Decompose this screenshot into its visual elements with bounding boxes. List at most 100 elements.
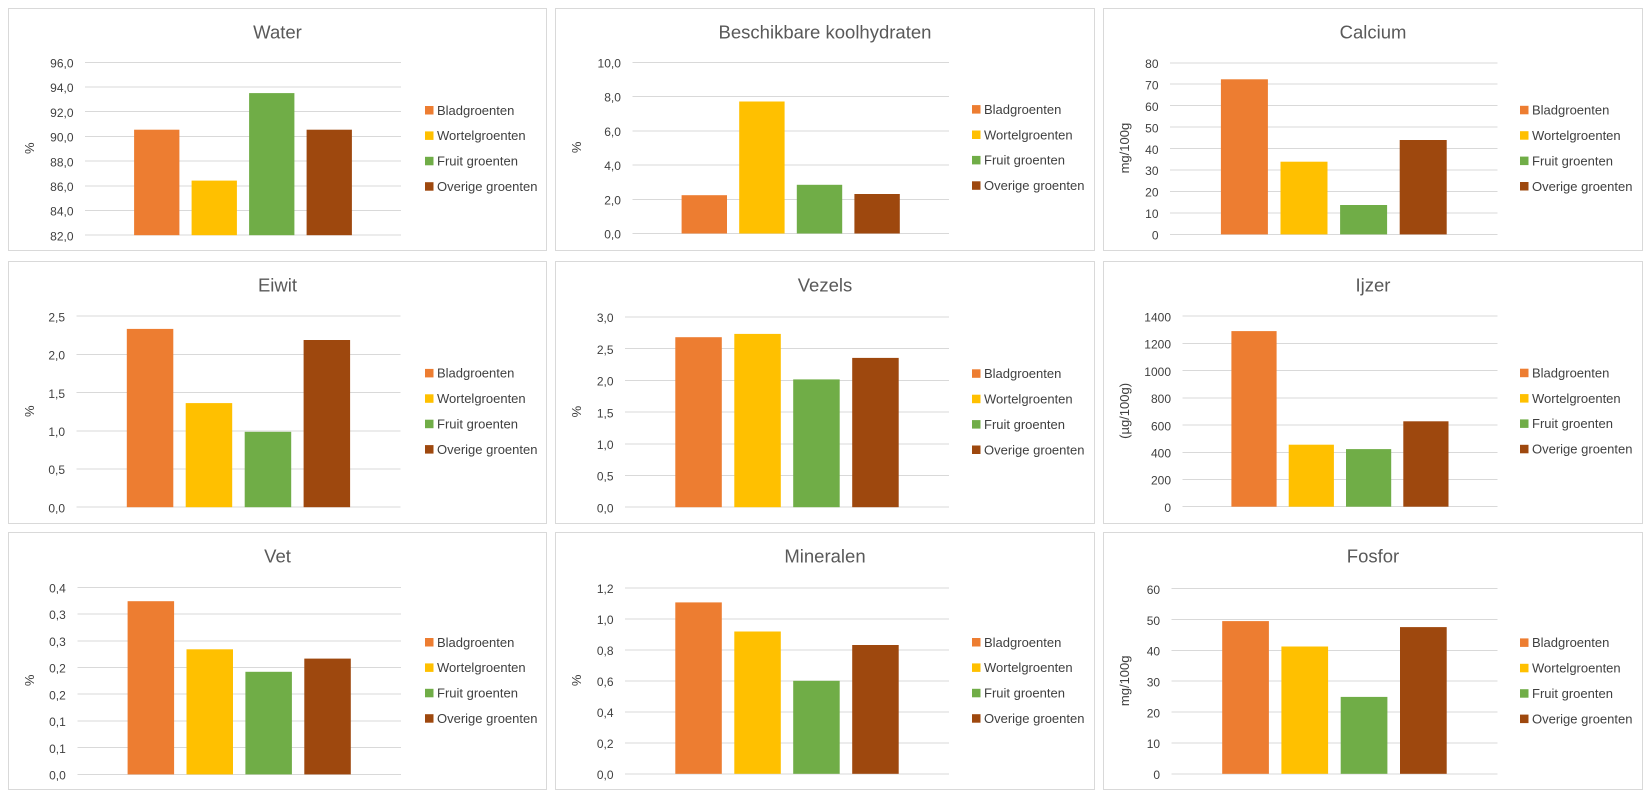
svg-text:0,1: 0,1 [49,742,66,756]
svg-text:%: % [569,405,584,417]
svg-text:40: 40 [1147,645,1161,659]
svg-text:90,0: 90,0 [50,131,74,145]
svg-text:2,5: 2,5 [597,343,614,357]
svg-text:%: % [22,405,37,417]
svg-text:0,0: 0,0 [49,769,66,783]
svg-text:%: % [569,674,584,686]
svg-text:%: % [569,141,584,153]
svg-text:2,5: 2,5 [48,310,65,324]
svg-text:1,0: 1,0 [48,425,65,439]
svg-text:Fruit groenten: Fruit groenten [984,417,1065,432]
svg-text:0,4: 0,4 [597,706,614,720]
svg-text:Fosfor: Fosfor [1347,546,1399,567]
svg-text:82,0: 82,0 [50,229,74,243]
svg-text:0,4: 0,4 [49,582,66,596]
svg-text:0,1: 0,1 [49,715,66,729]
svg-text:Bladgroenten: Bladgroenten [1532,366,1609,381]
svg-text:30: 30 [1147,676,1161,690]
svg-text:mg/100g: mg/100g [1117,656,1132,707]
svg-text:Bladgroenten: Bladgroenten [984,102,1061,117]
svg-text:Vet: Vet [264,546,291,567]
svg-text:(µg/100g): (µg/100g) [1117,383,1132,439]
svg-text:Wortelgroenten: Wortelgroenten [1532,391,1621,406]
svg-text:0: 0 [1152,229,1159,243]
svg-text:1,0: 1,0 [597,613,614,627]
svg-text:Fruit groenten: Fruit groenten [984,686,1065,701]
svg-text:0: 0 [1153,768,1160,782]
svg-text:Bladgroenten: Bladgroenten [984,635,1061,650]
svg-text:0,2: 0,2 [49,662,66,676]
svg-text:2,0: 2,0 [604,194,621,208]
svg-text:96,0: 96,0 [50,57,74,71]
svg-text:92,0: 92,0 [50,106,74,120]
svg-text:1200: 1200 [1144,338,1171,352]
svg-text:Fruit groenten: Fruit groenten [437,154,518,169]
svg-text:20: 20 [1147,706,1161,720]
svg-text:Vezels: Vezels [798,275,853,296]
svg-text:Fruit groenten: Fruit groenten [437,686,518,701]
svg-text:Wortelgroenten: Wortelgroenten [984,127,1073,142]
svg-text:800: 800 [1151,392,1171,406]
svg-text:Calcium: Calcium [1340,22,1407,43]
svg-text:Overige groenten: Overige groenten [437,179,537,194]
svg-text:Bladgroenten: Bladgroenten [437,103,514,118]
svg-text:0,2: 0,2 [597,737,614,751]
svg-text:1,0: 1,0 [597,438,614,452]
svg-text:0,2: 0,2 [49,688,66,702]
svg-text:0,5: 0,5 [48,463,65,477]
svg-text:Bladgroenten: Bladgroenten [984,366,1061,381]
svg-text:0,0: 0,0 [604,228,621,242]
svg-text:0,5: 0,5 [597,470,614,484]
svg-text:Eiwit: Eiwit [258,275,297,296]
svg-text:0,3: 0,3 [49,635,66,649]
svg-text:50: 50 [1145,121,1159,135]
svg-text:8,0: 8,0 [604,91,621,105]
svg-text:600: 600 [1151,419,1171,433]
svg-text:10,0: 10,0 [598,57,622,71]
svg-text:Bladgroenten: Bladgroenten [437,366,514,381]
svg-text:1,5: 1,5 [597,406,614,420]
svg-text:Overige groenten: Overige groenten [1532,712,1632,727]
svg-text:6,0: 6,0 [604,125,621,139]
svg-text:2,0: 2,0 [48,349,65,363]
svg-text:Overige groenten: Overige groenten [1532,179,1632,194]
svg-text:0,3: 0,3 [49,608,66,622]
svg-text:1,2: 1,2 [597,582,614,596]
svg-text:40: 40 [1145,143,1159,157]
svg-text:60: 60 [1145,100,1159,114]
svg-text:Water: Water [253,22,302,43]
svg-text:mg/100g: mg/100g [1117,123,1132,174]
svg-text:200: 200 [1151,474,1171,488]
svg-text:20: 20 [1145,186,1159,200]
svg-text:70: 70 [1145,79,1159,93]
svg-text:Wortelgroenten: Wortelgroenten [984,660,1073,675]
svg-text:10: 10 [1145,207,1159,221]
svg-text:Bladgroenten: Bladgroenten [1532,635,1609,650]
svg-text:88,0: 88,0 [50,155,74,169]
svg-text:Ijzer: Ijzer [1356,275,1391,296]
svg-text:Wortelgroenten: Wortelgroenten [1532,661,1621,676]
svg-text:0,0: 0,0 [48,501,65,515]
svg-text:%: % [22,142,37,154]
svg-text:%: % [22,674,37,686]
svg-text:60: 60 [1147,583,1161,597]
svg-text:94,0: 94,0 [50,81,74,95]
svg-text:1,5: 1,5 [48,387,65,401]
svg-text:Overige groenten: Overige groenten [984,178,1084,193]
svg-text:Fruit groenten: Fruit groenten [1532,686,1613,701]
svg-text:Overige groenten: Overige groenten [984,442,1084,457]
svg-text:0,8: 0,8 [597,644,614,658]
svg-text:50: 50 [1147,614,1161,628]
svg-text:4,0: 4,0 [604,159,621,173]
svg-text:0: 0 [1164,501,1171,515]
svg-text:Fruit groenten: Fruit groenten [984,153,1065,168]
svg-text:Wortelgroenten: Wortelgroenten [984,392,1073,407]
svg-text:Wortelgroenten: Wortelgroenten [437,128,526,143]
svg-text:Wortelgroenten: Wortelgroenten [437,391,526,406]
svg-text:Overige groenten: Overige groenten [984,711,1084,726]
svg-text:80: 80 [1145,57,1159,71]
svg-text:Wortelgroenten: Wortelgroenten [437,660,526,675]
svg-text:Overige groenten: Overige groenten [1532,442,1632,457]
svg-text:1000: 1000 [1144,365,1171,379]
svg-text:2,0: 2,0 [597,375,614,389]
